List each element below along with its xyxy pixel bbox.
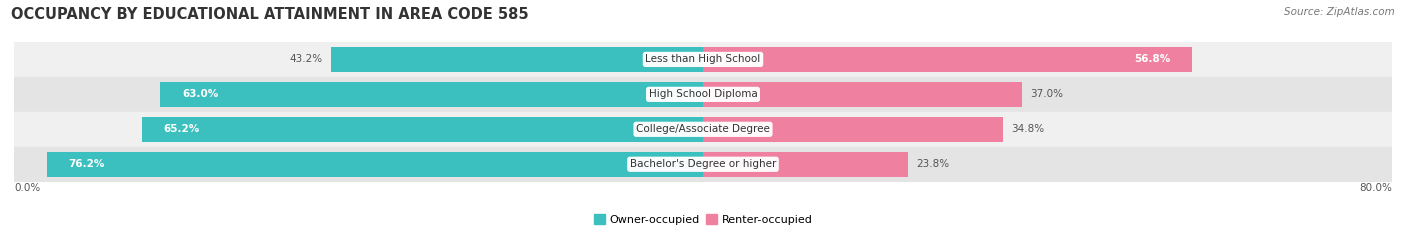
Text: 80.0%: 80.0% <box>1360 184 1392 193</box>
Bar <box>14 147 1392 182</box>
Text: 63.0%: 63.0% <box>181 89 218 99</box>
Bar <box>330 47 703 72</box>
Text: Less than High School: Less than High School <box>645 55 761 64</box>
Text: 37.0%: 37.0% <box>1031 89 1063 99</box>
Text: OCCUPANCY BY EDUCATIONAL ATTAINMENT IN AREA CODE 585: OCCUPANCY BY EDUCATIONAL ATTAINMENT IN A… <box>11 7 529 22</box>
Text: 43.2%: 43.2% <box>290 55 322 64</box>
Bar <box>703 117 1002 142</box>
Bar <box>160 82 703 107</box>
Bar <box>14 77 1392 112</box>
Text: 65.2%: 65.2% <box>163 124 200 134</box>
Text: Bachelor's Degree or higher: Bachelor's Degree or higher <box>630 159 776 169</box>
Bar <box>14 42 1392 77</box>
Text: 56.8%: 56.8% <box>1135 55 1171 64</box>
Bar <box>142 117 703 142</box>
Text: High School Diploma: High School Diploma <box>648 89 758 99</box>
Bar <box>703 82 1022 107</box>
Text: 76.2%: 76.2% <box>69 159 104 169</box>
Text: 0.0%: 0.0% <box>14 184 41 193</box>
Text: 23.8%: 23.8% <box>917 159 949 169</box>
Legend: Owner-occupied, Renter-occupied: Owner-occupied, Renter-occupied <box>589 210 817 229</box>
Text: 34.8%: 34.8% <box>1011 124 1045 134</box>
Bar <box>703 47 1192 72</box>
Bar <box>14 112 1392 147</box>
Text: Source: ZipAtlas.com: Source: ZipAtlas.com <box>1284 7 1395 17</box>
Bar <box>703 152 908 177</box>
Bar <box>46 152 703 177</box>
Text: College/Associate Degree: College/Associate Degree <box>636 124 770 134</box>
